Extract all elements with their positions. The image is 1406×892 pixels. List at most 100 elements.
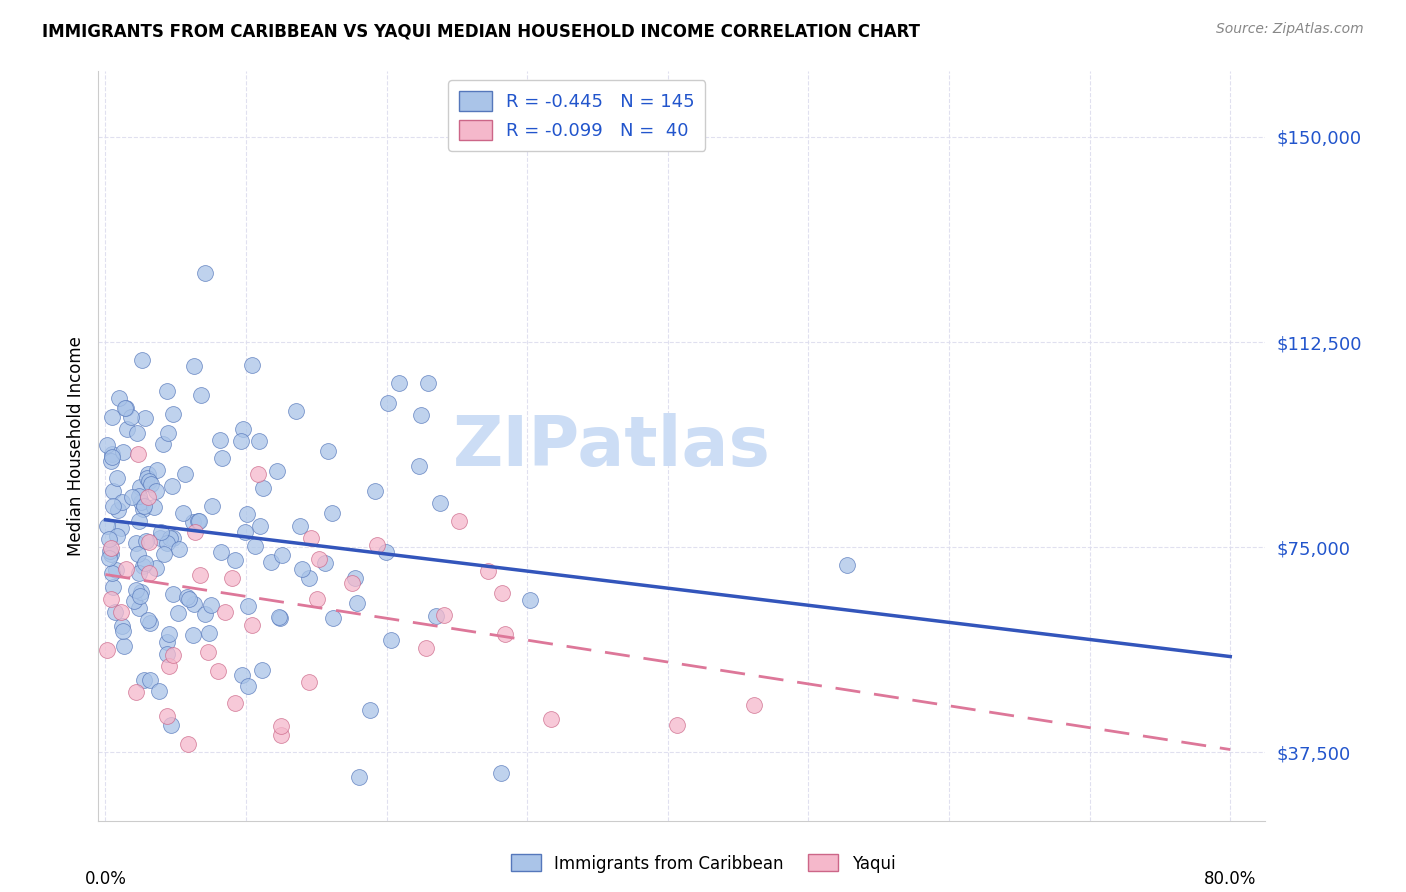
Point — [131, 558, 153, 573]
Point — [221, 571, 243, 585]
Point — [152, 547, 174, 561]
Point — [377, 396, 399, 410]
Point — [224, 553, 246, 567]
Point — [181, 516, 204, 530]
Point — [112, 639, 135, 653]
Legend: Immigrants from Caribbean, Yaqui: Immigrants from Caribbean, Yaqui — [503, 847, 903, 880]
Point — [139, 615, 162, 630]
Point — [110, 521, 132, 535]
Point — [136, 467, 159, 481]
Point — [131, 584, 153, 599]
Point — [159, 531, 181, 545]
Point — [270, 728, 292, 742]
Point — [179, 592, 201, 607]
Point — [177, 737, 200, 751]
Point — [114, 562, 136, 576]
Point — [156, 647, 179, 661]
Point — [157, 659, 180, 673]
Point — [134, 410, 156, 425]
Text: ZIPatlas: ZIPatlas — [453, 412, 770, 480]
Point — [122, 594, 145, 608]
Point — [136, 490, 159, 504]
Point — [540, 712, 562, 726]
Point — [121, 490, 143, 504]
Point — [131, 495, 153, 509]
Point — [231, 668, 253, 682]
Point — [200, 499, 222, 513]
Point — [666, 718, 689, 732]
Point — [340, 575, 363, 590]
Point — [127, 426, 149, 441]
Point — [242, 618, 264, 632]
Point — [242, 358, 264, 372]
Point — [188, 514, 211, 528]
Point — [127, 447, 149, 461]
Point — [183, 597, 205, 611]
Legend: R = -0.445   N = 145, R = -0.099   N =  40: R = -0.445 N = 145, R = -0.099 N = 40 — [449, 80, 706, 151]
Point — [100, 541, 122, 555]
Point — [156, 536, 179, 550]
Point — [247, 467, 270, 482]
Point — [112, 445, 135, 459]
Point — [238, 599, 260, 613]
Point — [214, 605, 236, 619]
Point — [366, 538, 388, 552]
Point — [128, 600, 150, 615]
Point — [157, 627, 180, 641]
Point — [101, 499, 124, 513]
Point — [131, 353, 153, 368]
Point — [156, 426, 179, 441]
Point — [231, 434, 253, 448]
Point — [387, 376, 409, 391]
Point — [288, 519, 311, 533]
Point — [176, 591, 198, 605]
Point — [100, 450, 122, 465]
Point — [125, 684, 148, 698]
Point — [131, 501, 153, 516]
Point — [120, 410, 142, 425]
Point — [207, 664, 229, 678]
Point — [364, 483, 387, 498]
Point — [114, 401, 136, 416]
Point — [224, 697, 246, 711]
Point — [98, 544, 121, 558]
Point — [127, 547, 149, 561]
Point — [343, 571, 366, 585]
Point — [162, 648, 184, 663]
Point — [418, 376, 440, 391]
Point — [415, 640, 437, 655]
Point — [200, 598, 222, 612]
Point — [162, 531, 184, 545]
Point — [128, 489, 150, 503]
Point — [347, 770, 370, 784]
Point — [160, 479, 183, 493]
Point — [172, 506, 194, 520]
Point — [269, 611, 291, 625]
Point — [269, 610, 291, 624]
Point — [128, 589, 150, 603]
Point — [491, 586, 513, 600]
Point — [252, 481, 274, 495]
Point — [135, 534, 157, 549]
Point — [111, 494, 134, 508]
Point — [245, 539, 267, 553]
Point — [744, 698, 766, 712]
Point — [104, 563, 127, 577]
Point — [128, 514, 150, 528]
Point — [110, 605, 132, 619]
Point — [100, 454, 122, 468]
Point — [250, 664, 273, 678]
Point — [104, 605, 127, 619]
Point — [183, 359, 205, 373]
Point — [101, 566, 124, 580]
Point — [197, 626, 219, 640]
Point — [247, 434, 270, 448]
Point — [316, 444, 339, 458]
Point — [235, 507, 257, 521]
Point — [101, 447, 124, 461]
Point — [321, 506, 343, 520]
Point — [97, 551, 120, 566]
Point — [308, 552, 330, 566]
Text: IMMIGRANTS FROM CARIBBEAN VS YAQUI MEDIAN HOUSEHOLD INCOME CORRELATION CHART: IMMIGRANTS FROM CARIBBEAN VS YAQUI MEDIA… — [42, 22, 920, 40]
Point — [115, 401, 138, 415]
